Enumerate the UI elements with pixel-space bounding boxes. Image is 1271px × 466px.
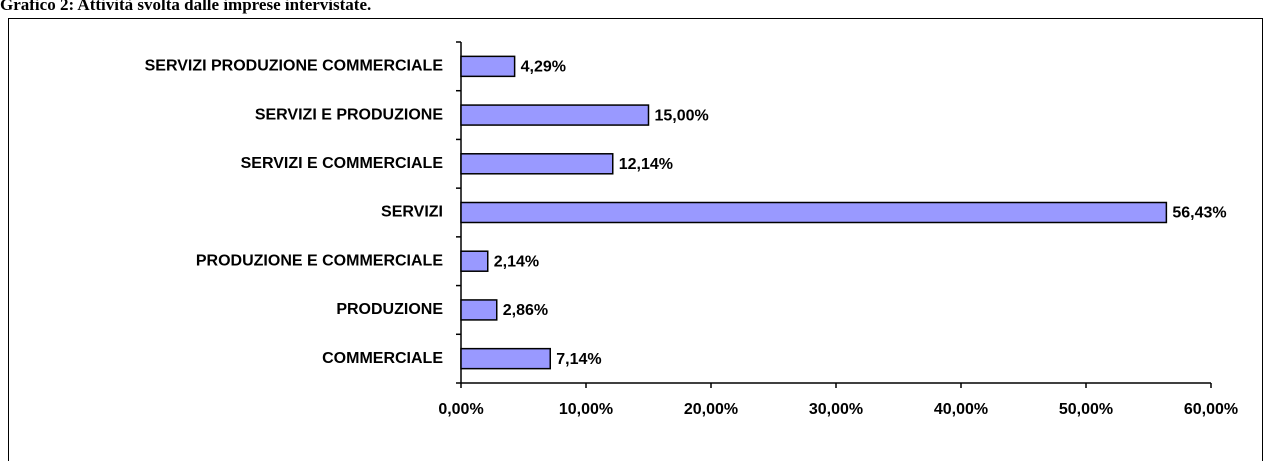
bar (460, 347, 551, 370)
y-tick-label: SERVIZI E COMMERCIALE (241, 155, 444, 172)
bar (460, 250, 489, 272)
bar (460, 104, 650, 126)
bar (460, 201, 1168, 224)
y-tick-label: PRODUZIONE (336, 301, 443, 318)
x-tick-label: 60,00% (1184, 401, 1238, 418)
y-tick-label: COMMERCIALE (322, 350, 443, 367)
y-tick-label: SERVIZI PRODUZIONE COMMERCIALE (145, 58, 444, 75)
x-tick-label: 40,00% (934, 401, 988, 418)
y-tick-label: SERVIZI (381, 204, 443, 221)
x-tick-label: 20,00% (684, 401, 738, 418)
y-tick-label: SERVIZI E PRODUZIONE (255, 106, 444, 123)
value-label: 4,29% (521, 59, 566, 76)
value-label: 56,43% (1172, 205, 1226, 222)
bar (460, 55, 516, 78)
value-label: 2,86% (503, 302, 548, 319)
x-tick-label: 10,00% (559, 401, 613, 418)
x-tick-label: 30,00% (809, 401, 863, 418)
x-tick-label: 50,00% (1059, 401, 1113, 418)
chart-title: Grafico 2: Attività svolta dalle imprese… (0, 0, 371, 14)
chart-frame (8, 18, 1263, 466)
value-label: 7,14% (556, 351, 601, 368)
value-label: 2,14% (494, 253, 539, 270)
bar (460, 299, 498, 321)
x-tick-label: 0,00% (438, 401, 483, 418)
y-tick-label: PRODUZIONE E COMMERCIALE (196, 252, 443, 269)
value-label: 15,00% (655, 107, 709, 124)
bar (460, 153, 614, 175)
value-label: 12,14% (619, 156, 673, 173)
